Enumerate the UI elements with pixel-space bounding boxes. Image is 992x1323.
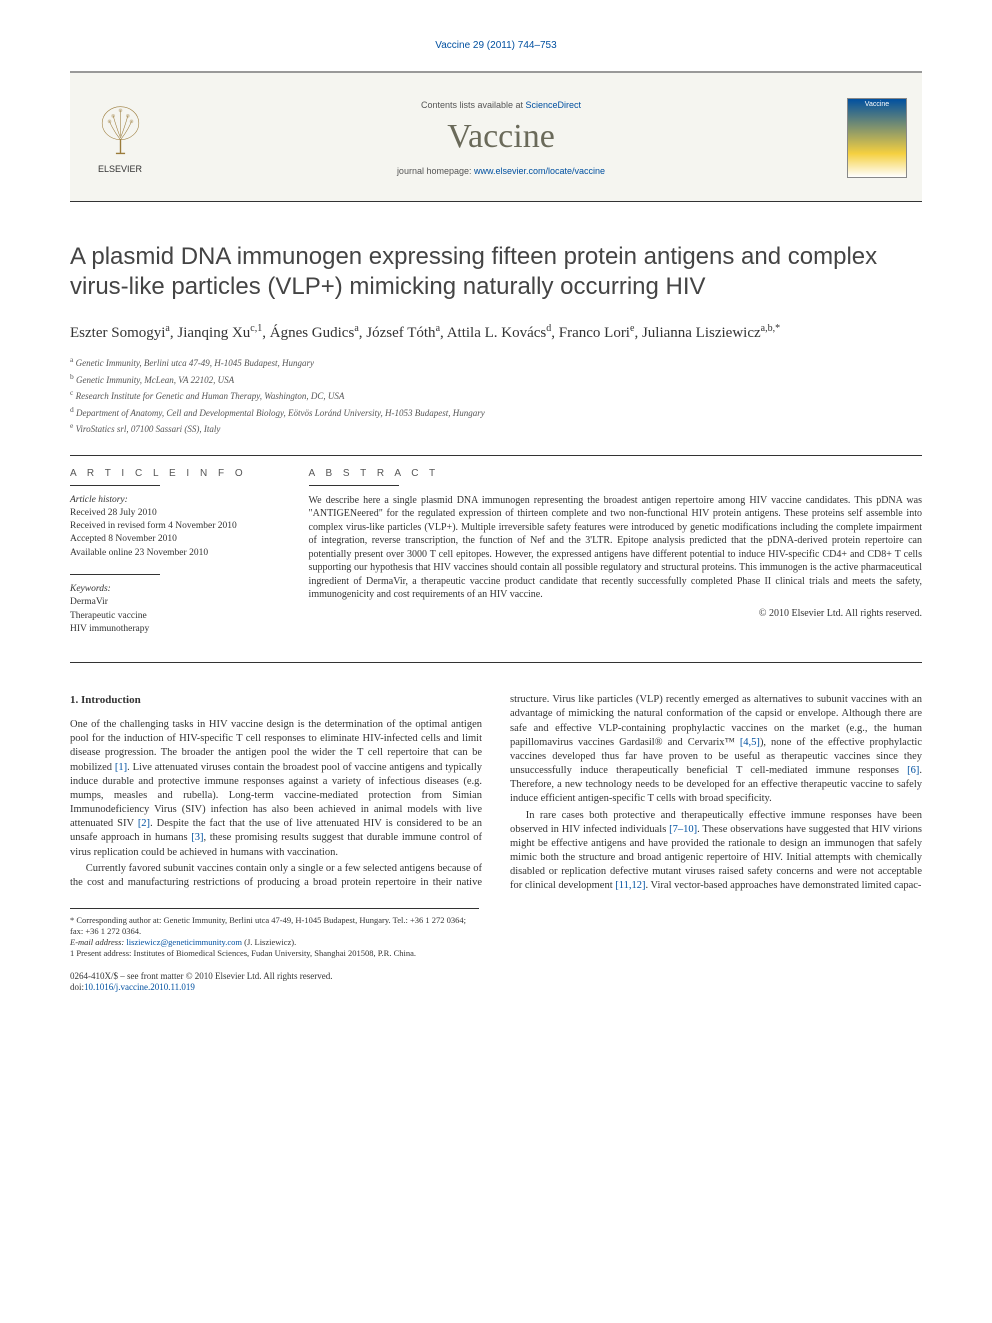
keywords-heading: Keywords: [70, 584, 111, 594]
author-list: Eszter Somogyia, Jianqing Xuc,1, Ágnes G… [70, 322, 922, 344]
intro-p1: One of the challenging tasks in HIV vacc… [70, 718, 482, 860]
article-info-heading: A R T I C L E I N F O [70, 468, 289, 479]
affiliations: a Genetic Immunity, Berlini utca 47-49, … [70, 354, 922, 437]
running-header: Vaccine 29 (2011) 744–753 [70, 40, 922, 51]
present-address-note: 1 Present address: Institutes of Biomedi… [70, 948, 479, 959]
footnotes: * Corresponding author at: Genetic Immun… [70, 908, 479, 959]
intro-p3: In rare cases both protective and therap… [510, 809, 922, 894]
email-label: E-mail address: [70, 937, 126, 947]
body-text: 1. Introduction One of the challenging t… [70, 693, 922, 893]
elsevier-logo: ELSEVIER [85, 103, 155, 174]
article-history: Article history: Received 28 July 2010Re… [70, 494, 289, 560]
doi-link[interactable]: 10.1016/j.vaccine.2010.11.019 [84, 982, 195, 992]
front-matter-line: 0264-410X/$ – see front matter © 2010 El… [70, 971, 922, 983]
article-title: A plasmid DNA immunogen expressing fifte… [70, 242, 922, 302]
abstract-copyright: © 2010 Elsevier Ltd. All rights reserved… [309, 608, 922, 619]
history-heading: Article history: [70, 495, 128, 505]
publisher-name: ELSEVIER [85, 164, 155, 174]
email-line: E-mail address: lisziewicz@geneticimmuni… [70, 937, 479, 948]
section-heading-intro: 1. Introduction [70, 693, 482, 708]
corresponding-author-note: * Corresponding author at: Genetic Immun… [70, 915, 479, 937]
homepage-link[interactable]: www.elsevier.com/locate/vaccine [474, 166, 605, 176]
journal-name: Vaccine [175, 118, 827, 156]
abstract-column: A B S T R A C T We describe here a singl… [309, 456, 922, 663]
article-info-column: A R T I C L E I N F O Article history: R… [70, 456, 309, 663]
doi-line: doi:10.1016/j.vaccine.2010.11.019 [70, 982, 922, 994]
contents-line: Contents lists available at ScienceDirec… [175, 100, 827, 110]
homepage-prefix: journal homepage: [397, 166, 474, 176]
masthead-rule [70, 201, 922, 202]
journal-cover-thumb: Vaccine [847, 98, 907, 178]
abstract-text: We describe here a single plasmid DNA im… [309, 494, 922, 602]
abstract-heading: A B S T R A C T [309, 468, 922, 479]
masthead: ELSEVIER Contents lists available at Sci… [70, 71, 922, 201]
info-abstract-row: A R T I C L E I N F O Article history: R… [70, 455, 922, 664]
email-after: (J. Lisziewicz). [242, 937, 296, 947]
masthead-center: Contents lists available at ScienceDirec… [155, 100, 847, 176]
keywords: Keywords: DermaVirTherapeutic vaccineHIV… [70, 583, 289, 636]
contents-prefix: Contents lists available at [421, 100, 526, 110]
doi-label: doi: [70, 982, 84, 992]
sciencedirect-link[interactable]: ScienceDirect [526, 100, 582, 110]
footer-meta: 0264-410X/$ – see front matter © 2010 El… [70, 971, 922, 994]
homepage-line: journal homepage: www.elsevier.com/locat… [175, 166, 827, 176]
elsevier-tree-icon [93, 103, 148, 158]
corresponding-email-link[interactable]: lisziewicz@geneticimmunity.com [126, 937, 242, 947]
